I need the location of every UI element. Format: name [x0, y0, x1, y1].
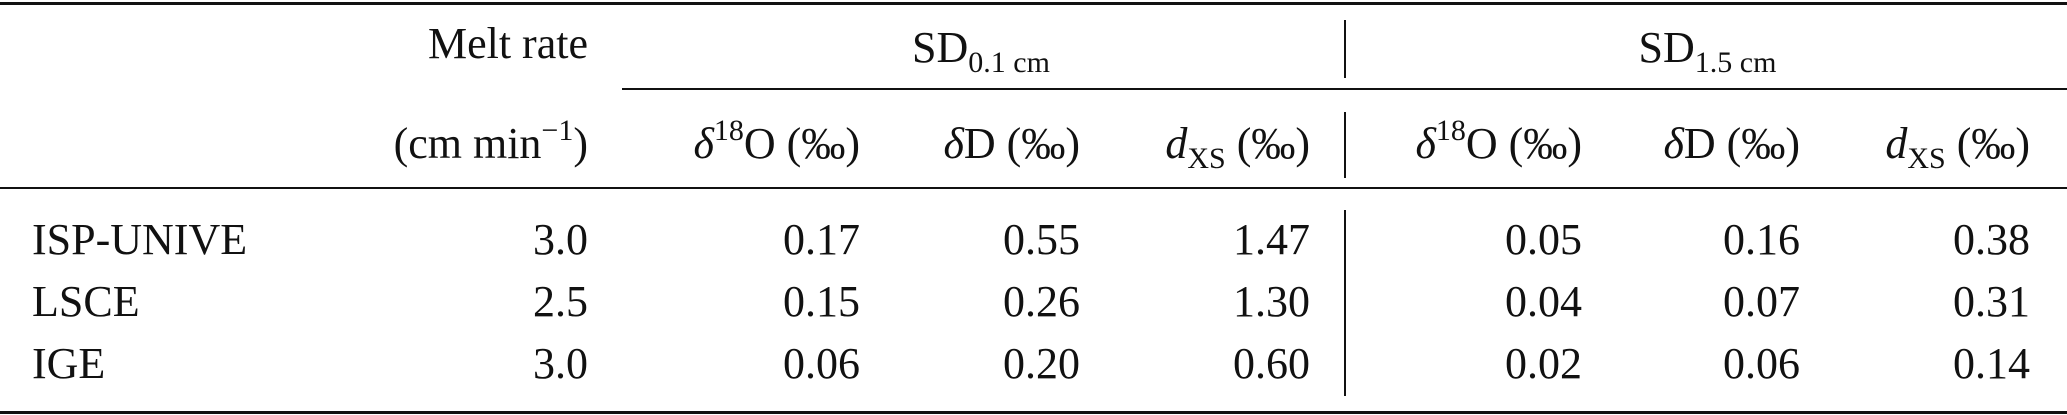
melt-rate-value: 3.0 — [533, 339, 588, 388]
g1-d18o-value: 0.06 — [783, 339, 860, 388]
group-header-sd-0-1: SD0.1 cm — [622, 22, 1340, 78]
col-label: D (‰) — [1683, 119, 1800, 168]
g1-dd-value: 0.55 — [1003, 215, 1080, 264]
g2-dxs-value: 0.14 — [1953, 339, 2030, 388]
g1-d18o-value: 0.15 — [783, 277, 860, 326]
group1-subscript: 0.1 cm — [968, 46, 1050, 79]
g1-dd-value: 0.20 — [1003, 339, 1080, 388]
g1-dd-value: 0.26 — [1003, 277, 1080, 326]
g2-dd-value: 0.07 — [1723, 277, 1800, 326]
col-header-g2-d18o: δ18O (‰) — [1360, 116, 1582, 170]
d-symbol: d — [1165, 119, 1188, 168]
col-label: O (‰) — [743, 119, 860, 168]
isotope-superscript: 18 — [1435, 114, 1466, 147]
group-divider-body — [1344, 210, 1346, 396]
d-symbol: d — [1885, 119, 1908, 168]
lab-name: LSCE — [32, 277, 140, 326]
table-bottom-rule — [0, 411, 2067, 414]
table-top-rule — [0, 2, 2067, 5]
unit-text: (cm min — [393, 119, 542, 168]
g2-d18o-value: 0.02 — [1505, 339, 1582, 388]
g2-dd-value: 0.16 — [1723, 215, 1800, 264]
lab-name: IGE — [32, 339, 106, 388]
lab-name: ISP-UNIVE — [32, 215, 248, 264]
melt-rate-label: Melt rate — [427, 19, 588, 68]
g1-dxs-value: 1.47 — [1233, 215, 1310, 264]
xs-subscript: XS — [1907, 142, 1946, 175]
g1-d18o-value: 0.17 — [783, 215, 860, 264]
melt-rate-value: 2.5 — [533, 277, 588, 326]
group1-prefix: SD — [912, 23, 969, 72]
g2-dd-value: 0.06 — [1723, 339, 1800, 388]
group-divider-top — [1344, 20, 1346, 78]
col-label: O (‰) — [1465, 119, 1582, 168]
g1-dxs-value: 0.60 — [1233, 339, 1310, 388]
melt-rate-value: 3.0 — [533, 215, 588, 264]
g2-d18o-value: 0.04 — [1505, 277, 1582, 326]
g2-dxs-value: 0.31 — [1953, 277, 2030, 326]
delta-symbol: δ — [1415, 119, 1436, 168]
col-header-g1-d18o: δ18O (‰) — [622, 116, 860, 170]
group-header-sd-1-5: SD1.5 cm — [1348, 22, 2067, 78]
g1-dxs-value: 1.30 — [1233, 277, 1310, 326]
group2-prefix: SD — [1638, 23, 1695, 72]
col-header-g1-dd: δD (‰) — [880, 118, 1080, 170]
group-underline — [622, 88, 2067, 90]
delta-symbol: δ — [943, 119, 964, 168]
col-header-g1-dxs: dXS (‰) — [1100, 118, 1310, 174]
col-header-g2-dd: δD (‰) — [1600, 118, 1800, 170]
melt-rate-header: Melt rate — [330, 18, 588, 70]
group2-subscript: 1.5 cm — [1694, 46, 1777, 79]
g2-d18o-value: 0.05 — [1505, 215, 1582, 264]
header-bottom-rule — [0, 187, 2067, 189]
g2-dxs-value: 0.38 — [1953, 215, 2030, 264]
xs-subscript: XS — [1187, 142, 1226, 175]
col-header-g2-dxs: dXS (‰) — [1830, 118, 2030, 174]
group-divider-header — [1344, 112, 1346, 178]
delta-symbol: δ — [693, 119, 714, 168]
unit-exponent: −1 — [541, 114, 574, 147]
col-label: (‰) — [1225, 119, 1310, 168]
delta-symbol: δ — [1663, 119, 1684, 168]
isotope-superscript: 18 — [713, 114, 744, 147]
melt-rate-unit: (cm min−1) — [300, 116, 588, 170]
unit-close: ) — [573, 119, 588, 168]
col-label: D (‰) — [963, 119, 1080, 168]
col-label: (‰) — [1945, 119, 2030, 168]
